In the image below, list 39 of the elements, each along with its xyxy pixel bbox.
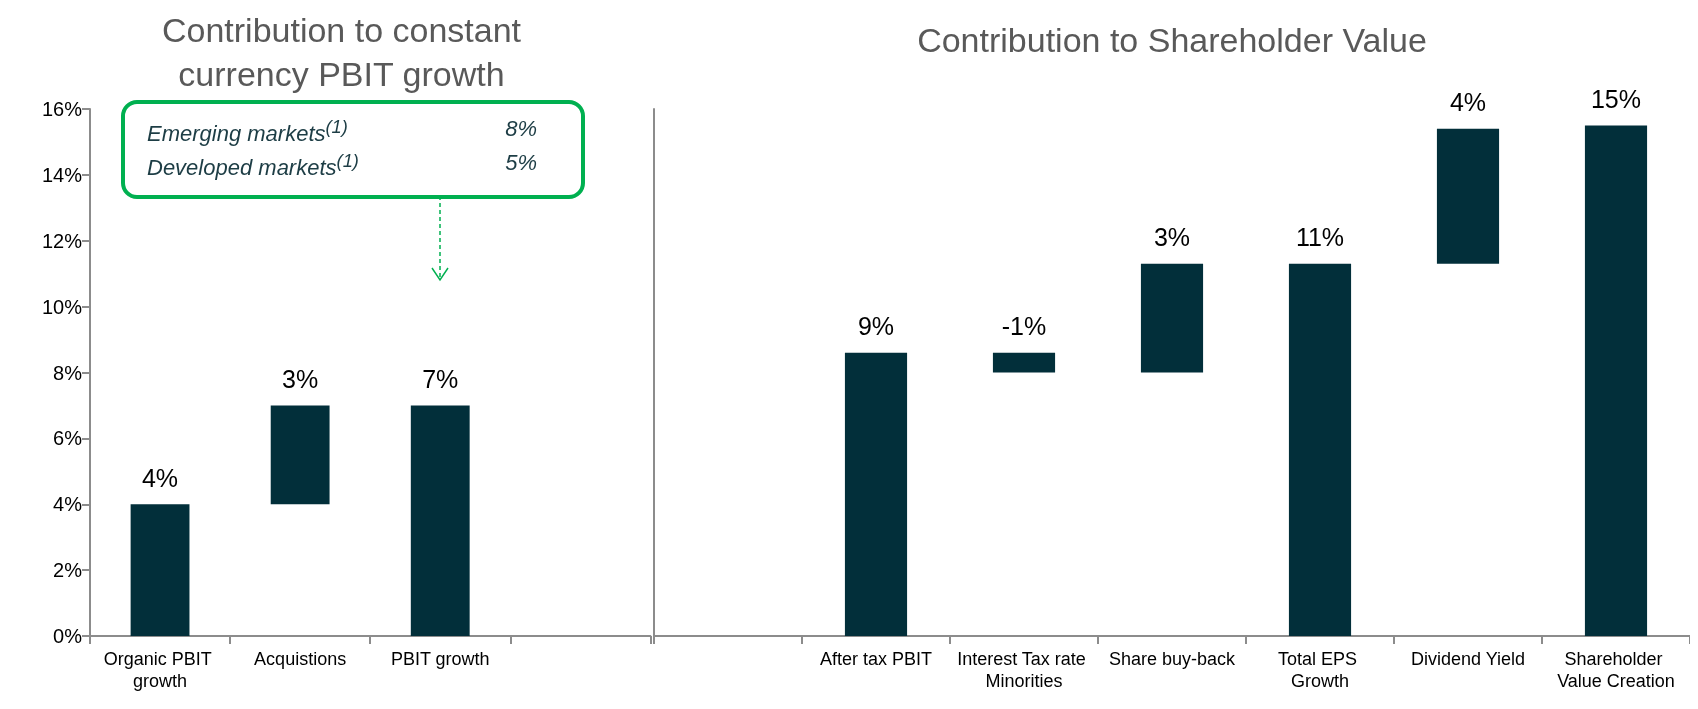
bar — [844, 352, 908, 636]
y-tick-label: 4% — [53, 493, 83, 516]
bar — [1140, 263, 1204, 373]
data-label: 7% — [422, 364, 459, 393]
annotation: Emerging markets$^{(1)}$ — [147, 116, 348, 148]
bar — [1288, 263, 1352, 636]
x-tick-label: Acquistions — [254, 649, 347, 669]
y-tick-label: 12% — [41, 229, 83, 252]
x-tick-label: After tax PBIT — [819, 649, 933, 669]
annotation: Developed markets$^{(1)}$ — [147, 150, 359, 182]
data-label: 11% — [1295, 223, 1345, 252]
bar — [1436, 128, 1500, 264]
y-tick-label: 10% — [41, 295, 83, 318]
x-tick-label: Dividend Yield — [1410, 649, 1526, 669]
data-label: -1% — [1001, 312, 1047, 341]
x-tick-label: Organic PBIT growth — [103, 649, 217, 691]
y-tick-label: 0% — [53, 625, 83, 647]
data-label: 3% — [282, 364, 319, 393]
annotation: 8% — [505, 116, 537, 142]
x-tick-label: Total EPS Growth — [1277, 649, 1363, 691]
data-label: 4% — [1449, 88, 1487, 117]
data-label: 15% — [1590, 84, 1642, 113]
data-label: 3% — [1153, 223, 1191, 252]
bar — [1584, 125, 1648, 636]
y-tick-label: 8% — [53, 361, 83, 384]
data-label: 4% — [141, 463, 179, 492]
annotation: 5% — [505, 150, 537, 176]
y-tick-label: 6% — [53, 427, 83, 450]
x-tick-label: Share buy-back — [1108, 649, 1237, 669]
data-label: 9% — [857, 312, 895, 341]
bar — [992, 352, 1056, 373]
chart-title: Contribution to Shareholder Value — [916, 20, 1428, 61]
y-tick-label: 2% — [53, 559, 83, 582]
chart-title: Contribution to constant currency PBIT growth — [160, 10, 523, 95]
y-tick-label: 14% — [41, 163, 83, 186]
x-tick-label: PBIT growth — [390, 649, 490, 669]
x-tick-label: Interest Tax rate Minorities — [957, 649, 1091, 691]
x-tick-label: Shareholder Value Creation — [1557, 649, 1675, 691]
y-tick-label: 16% — [41, 98, 83, 120]
